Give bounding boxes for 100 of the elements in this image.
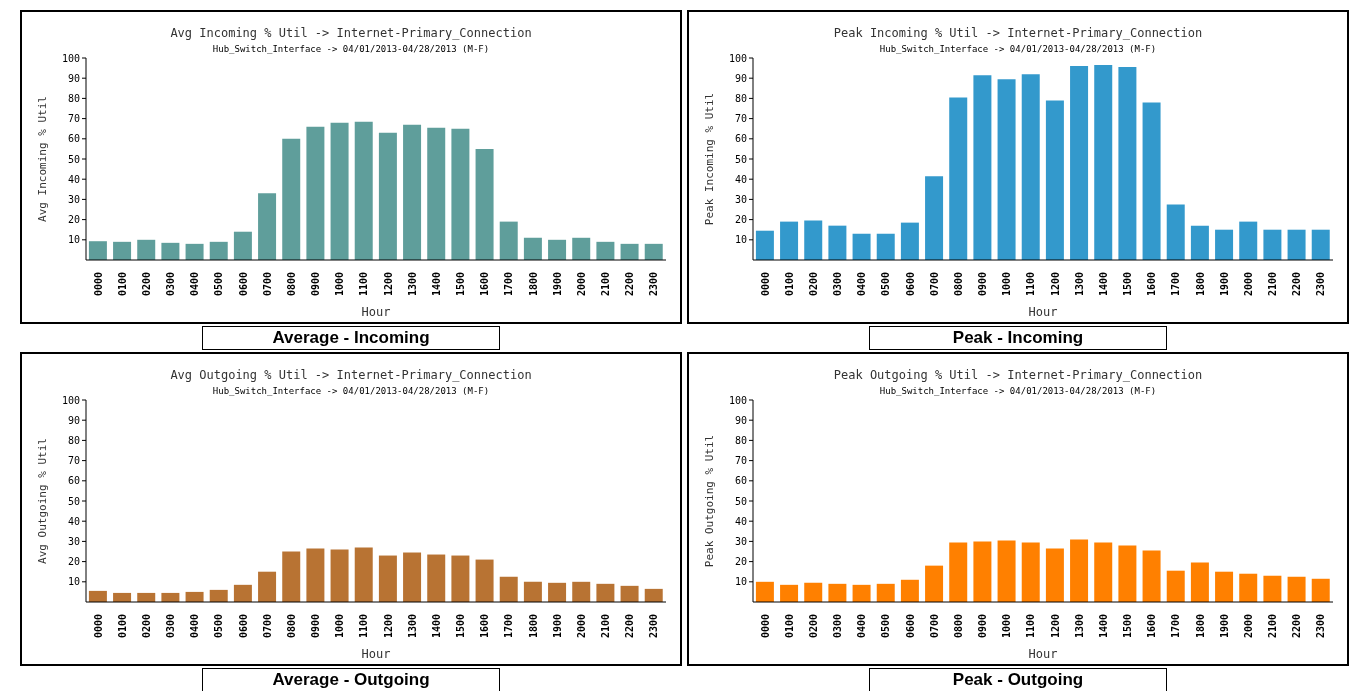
bar: [1287, 229, 1306, 260]
x-tick-label: 1400: [430, 614, 442, 639]
x-tick-label: 1300: [406, 272, 418, 297]
x-tick-label: 2200: [1291, 614, 1303, 639]
x-tick-label: 0000: [92, 614, 104, 639]
x-tick-label: 0400: [856, 272, 868, 297]
bar: [780, 221, 799, 260]
x-tick-label: 1900: [1218, 272, 1230, 297]
x-tick-label: 0800: [285, 614, 297, 639]
bar: [523, 237, 542, 260]
bar: [755, 581, 774, 602]
x-tick-label: 1900: [551, 614, 563, 639]
bar: [620, 243, 639, 260]
bar: [596, 241, 615, 260]
bar: [572, 581, 591, 602]
bar: [475, 148, 494, 260]
x-tick-label: 1200: [1049, 272, 1061, 297]
bar: [306, 126, 325, 260]
bar: [780, 584, 799, 602]
x-tick-label: 1700: [1170, 614, 1182, 639]
x-tick-label: 0300: [165, 272, 177, 297]
y-tick-label: 40: [67, 173, 80, 185]
bar: [499, 576, 518, 602]
x-tick-label: 1400: [1097, 272, 1109, 297]
y-tick-label: 50: [67, 495, 80, 507]
x-tick-label: 0700: [261, 614, 273, 639]
bar: [113, 241, 132, 260]
x-tick-label: 0000: [759, 272, 771, 297]
chart-title: Avg Incoming % Util -> Internet-Primary_Connection: [169, 26, 533, 40]
bar: [282, 551, 301, 602]
bar: [1021, 542, 1040, 602]
bar: [548, 239, 567, 260]
y-tick-label: 50: [67, 153, 80, 165]
x-tick-label: 1500: [1122, 614, 1134, 639]
bar: [804, 220, 823, 260]
bar: [1045, 548, 1064, 602]
bar: [1311, 578, 1330, 602]
y-tick-label: 30: [734, 193, 747, 205]
x-tick-label: 0500: [213, 272, 225, 297]
bar: [1190, 225, 1209, 260]
y-tick-label: 100: [728, 394, 747, 406]
chart-title: Peak Incoming % Util -> Internet-Primary_Connection: [832, 26, 1204, 40]
y-axis-title: Avg Outgoing % Util: [35, 438, 49, 564]
y-tick-label: 30: [67, 535, 80, 547]
x-tick-label: 1000: [334, 614, 346, 639]
x-tick-label: 1300: [1073, 614, 1085, 639]
x-tick-label: 1100: [1025, 614, 1037, 639]
bar: [1021, 74, 1040, 260]
x-tick-label: 1700: [503, 272, 515, 297]
x-axis-title: Hour: [1028, 647, 1058, 661]
x-tick-label: 0100: [783, 272, 795, 297]
bar: [1070, 66, 1089, 260]
x-tick-label: 0800: [952, 272, 964, 297]
x-tick-label: 0700: [928, 272, 940, 297]
bar: [1118, 545, 1137, 602]
bar: [185, 243, 204, 260]
x-tick-label: 2100: [1267, 614, 1279, 639]
x-tick-label: 0400: [856, 614, 868, 639]
x-tick-label: 2300: [1315, 272, 1327, 297]
bar: [1239, 221, 1258, 260]
x-tick-label: 1500: [455, 272, 467, 297]
x-tick-label: 0300: [832, 272, 844, 297]
x-tick-label: 2000: [1242, 614, 1254, 639]
bar: [1311, 229, 1330, 260]
y-tick-label: 80: [734, 92, 747, 104]
bar: [1118, 67, 1137, 260]
bar: [451, 555, 470, 602]
bar: [755, 230, 774, 260]
bar: [949, 542, 968, 602]
bar: [804, 582, 823, 602]
bar: [596, 583, 615, 602]
bar: [1142, 102, 1161, 260]
bar: [1287, 576, 1306, 602]
bar: [378, 132, 397, 260]
bar: [644, 243, 663, 260]
x-tick-label: 2300: [648, 272, 660, 297]
bar: [852, 584, 871, 602]
bar: [572, 237, 591, 260]
bar: [403, 552, 422, 602]
bar: [523, 581, 542, 602]
bar: [330, 549, 349, 602]
x-tick-label: 1200: [382, 614, 394, 639]
bar: [403, 124, 422, 260]
y-tick-label: 100: [728, 52, 747, 64]
y-tick-label: 20: [67, 214, 80, 226]
chart-subtitle: Hub_Switch_Interface -> 04/01/2013-04/28/2013 (M-F): [878, 44, 1158, 54]
x-tick-label: 0400: [189, 614, 201, 639]
y-tick-label: 60: [734, 133, 747, 145]
x-tick-label: 0000: [92, 272, 104, 297]
chart-subtitle: Hub_Switch_Interface -> 04/01/2013-04/28/2013 (M-F): [211, 44, 491, 54]
x-tick-label: 0200: [807, 614, 819, 639]
x-tick-label: 1800: [527, 614, 539, 639]
y-tick-label: 100: [61, 52, 80, 64]
bar: [1215, 571, 1234, 602]
bar: [451, 128, 470, 260]
y-tick-label: 50: [734, 495, 747, 507]
x-tick-label: 1700: [503, 614, 515, 639]
bar: [88, 590, 107, 602]
bar: [620, 585, 639, 602]
x-tick-label: 2100: [600, 272, 612, 297]
